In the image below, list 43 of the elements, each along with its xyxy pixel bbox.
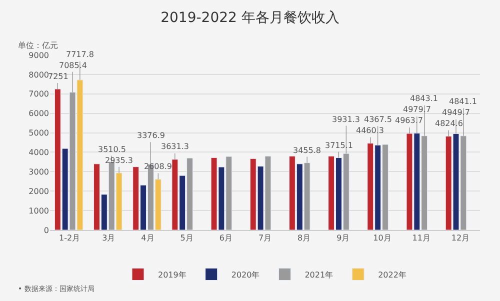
y-tick-label: 1000 [28,206,49,216]
x-tick-label: 5月 [180,234,194,243]
legend-label: 2022年 [378,270,406,280]
data-label: 4367.5 [364,115,392,124]
x-tick-label: 9月 [336,234,350,243]
data-label: 3376.9 [137,131,165,140]
y-tick-label: 0 [44,226,49,235]
y-tick-label: 4000 [28,148,49,158]
x-tick-label: 1-2月 [59,234,80,243]
data-label: 3631.3 [161,142,189,151]
x-tick-label: 4月 [141,234,154,243]
y-tick-label: 3000 [28,167,49,176]
x-tick-label: 11月 [412,234,430,243]
data-label: 7717.8 [66,50,94,59]
x-tick-label: 7月 [258,234,272,243]
data-label: 4824.6 [435,119,463,128]
y-tick-label: 6000 [28,109,49,118]
data-label: 3455.8 [293,146,321,155]
data-label: 3931.3 [332,115,360,124]
data-label: 7085.4 [59,61,87,70]
y-tick-label: 8000 [28,70,49,80]
legend-label: 2021年 [304,270,334,280]
data-label: 2608.9 [144,162,172,171]
text: 单位：亿元 [18,41,58,50]
chart-title: 2019-2022 年各月餐饮收入 [160,10,340,26]
data-label: 4843.1 [410,94,438,103]
x-tick-label: 10月 [373,234,392,243]
legend-label: 2019年 [158,270,186,280]
y-tick-label: 9000 [28,50,49,60]
legend-label: 2020年 [231,270,260,280]
data-label: 4841.1 [449,97,477,106]
x-tick-label: 3月 [102,234,116,243]
data-label: 2935.3 [105,156,133,165]
y-tick-label: 7000 [28,90,49,99]
y-tick-label: 2000 [28,186,49,196]
data-label: 7251 [48,72,68,81]
data-label: 3510.5 [98,145,126,154]
x-tick-label: 8月 [298,234,311,243]
x-tick-label: 12月 [451,234,470,243]
data-label: 4949.7 [442,108,470,117]
x-tick-label: 6月 [219,234,232,243]
y-tick-label: 5000 [28,128,49,138]
data-label: 4963.7 [395,116,423,125]
